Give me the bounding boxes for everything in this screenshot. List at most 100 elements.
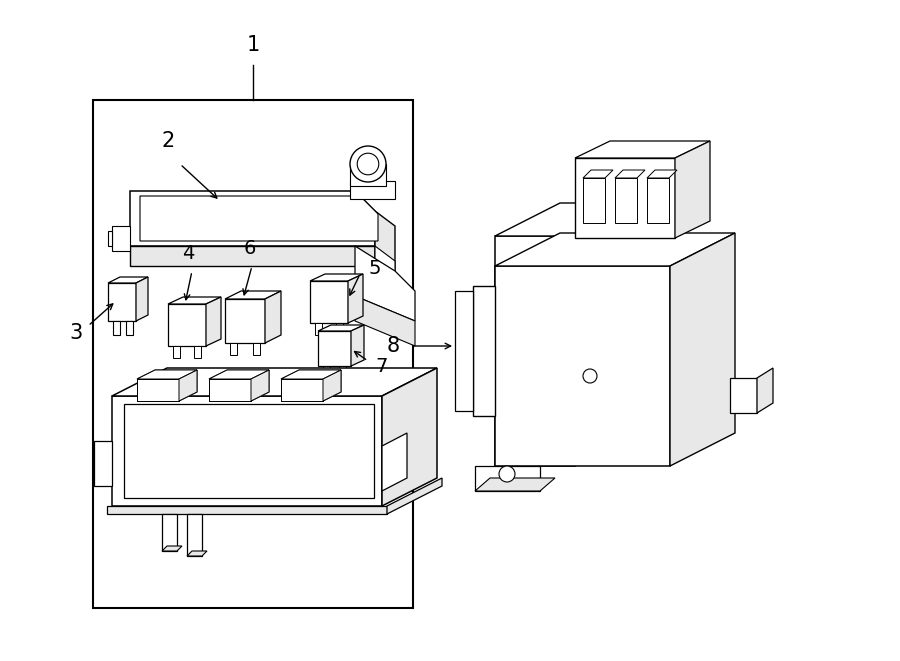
Polygon shape [310,274,363,281]
Polygon shape [225,299,265,343]
Text: 7: 7 [375,356,387,375]
Polygon shape [187,551,207,556]
Text: 4: 4 [182,244,194,263]
Polygon shape [350,164,386,186]
Polygon shape [495,203,640,236]
Text: 6: 6 [244,239,256,258]
Polygon shape [112,368,437,396]
Circle shape [499,466,515,482]
Polygon shape [209,370,269,379]
Polygon shape [225,291,281,299]
Polygon shape [137,379,179,401]
Polygon shape [615,178,637,223]
Polygon shape [281,379,323,401]
Polygon shape [339,366,346,378]
Polygon shape [108,283,136,321]
Polygon shape [173,346,180,358]
Polygon shape [350,181,395,199]
Polygon shape [179,370,197,401]
Polygon shape [130,246,375,266]
Polygon shape [318,325,364,331]
Polygon shape [318,331,351,366]
Polygon shape [113,321,120,335]
Polygon shape [136,277,148,321]
Polygon shape [382,433,407,491]
Polygon shape [495,233,735,266]
Polygon shape [575,158,675,238]
Polygon shape [475,478,555,491]
Polygon shape [112,226,130,251]
Polygon shape [670,233,735,466]
Polygon shape [162,514,177,551]
Polygon shape [647,178,669,223]
Polygon shape [253,343,260,355]
Polygon shape [355,246,415,321]
Polygon shape [112,396,382,506]
Polygon shape [168,304,206,346]
Polygon shape [675,141,710,238]
Polygon shape [187,514,202,556]
Polygon shape [93,100,413,608]
Polygon shape [137,370,197,379]
Polygon shape [647,170,677,178]
Polygon shape [140,196,378,241]
Text: 2: 2 [161,131,175,151]
Polygon shape [375,266,395,296]
Polygon shape [615,170,645,178]
Polygon shape [375,246,395,281]
Text: 8: 8 [387,336,400,356]
Circle shape [350,146,386,182]
Polygon shape [137,370,197,379]
Polygon shape [355,296,415,346]
Polygon shape [310,281,348,323]
Polygon shape [281,379,323,401]
Polygon shape [575,203,640,466]
Polygon shape [315,323,322,335]
Polygon shape [495,236,575,466]
Circle shape [357,153,379,175]
Polygon shape [583,170,613,178]
Polygon shape [475,466,540,491]
Polygon shape [251,370,269,401]
Polygon shape [382,368,437,506]
Polygon shape [323,370,341,401]
Polygon shape [94,441,112,486]
Text: 3: 3 [69,323,83,343]
Polygon shape [124,404,374,498]
Polygon shape [265,291,281,343]
Polygon shape [137,379,179,401]
Polygon shape [126,321,133,335]
Polygon shape [230,343,237,355]
Polygon shape [473,286,495,416]
Polygon shape [194,346,201,358]
Polygon shape [455,291,473,411]
Polygon shape [168,297,221,304]
Polygon shape [495,266,670,466]
Polygon shape [348,274,363,323]
Polygon shape [281,370,341,379]
Polygon shape [130,191,375,246]
Polygon shape [108,231,112,246]
Polygon shape [730,378,757,413]
Polygon shape [209,379,251,401]
Polygon shape [281,370,341,379]
Polygon shape [583,178,605,223]
Polygon shape [575,141,710,158]
Text: 1: 1 [247,35,259,55]
Polygon shape [323,370,341,401]
Polygon shape [336,323,343,335]
Text: 5: 5 [368,258,381,278]
Polygon shape [209,370,269,379]
Polygon shape [206,297,221,346]
Polygon shape [108,277,148,283]
Polygon shape [323,366,330,378]
Polygon shape [351,325,364,366]
Polygon shape [209,379,251,401]
Polygon shape [387,478,442,514]
Polygon shape [375,211,395,271]
Polygon shape [179,370,197,401]
Polygon shape [162,546,182,551]
Polygon shape [251,370,269,401]
Circle shape [583,369,597,383]
Polygon shape [107,506,387,514]
